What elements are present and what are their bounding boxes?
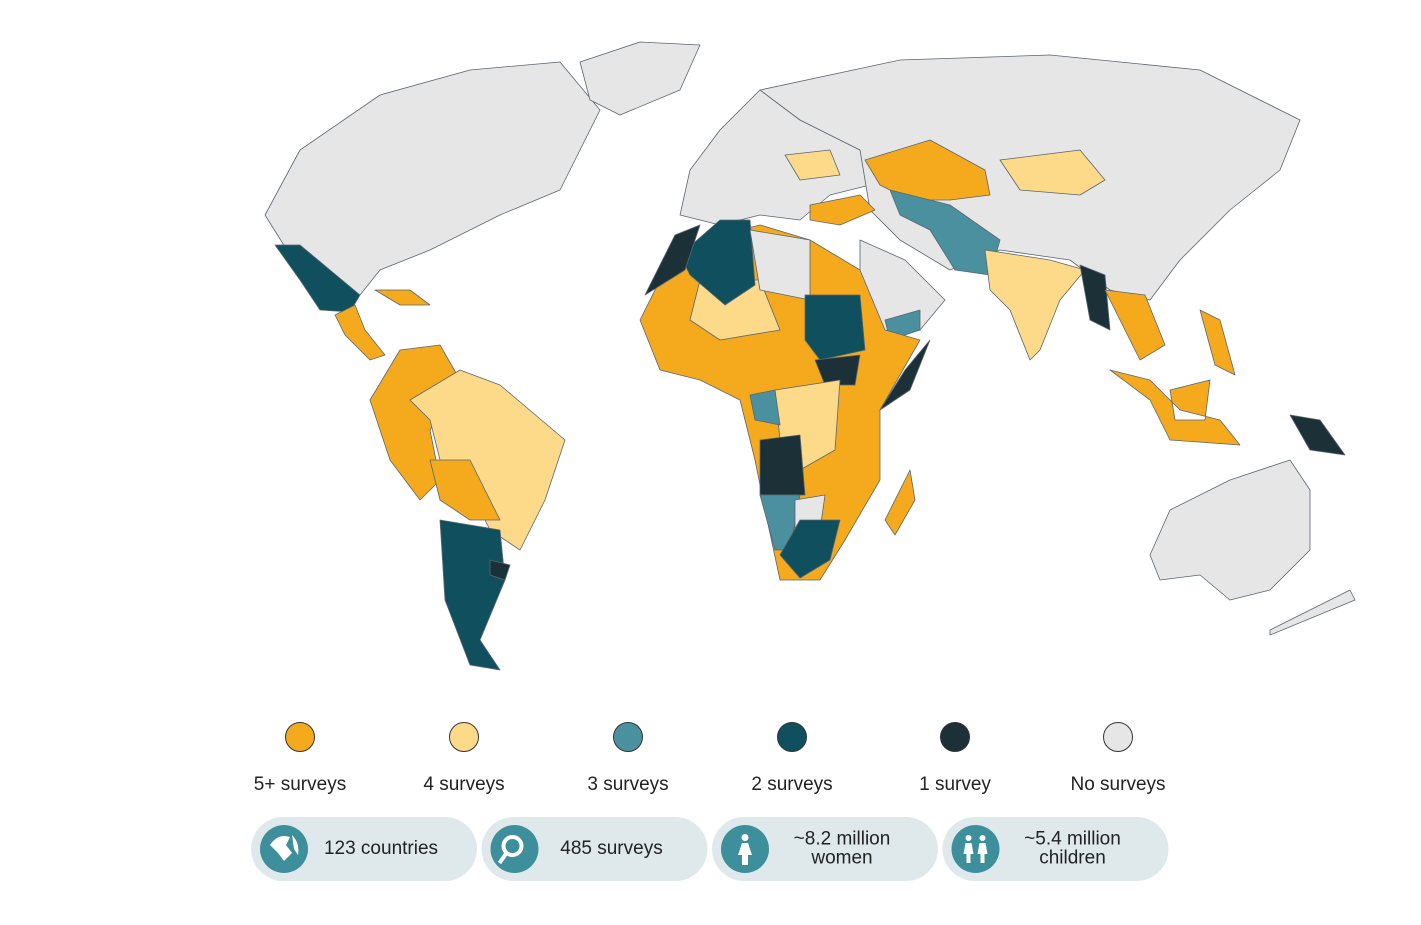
southeast-asia [1104, 289, 1166, 361]
stat-text: women [810, 848, 872, 869]
india [984, 249, 1086, 361]
legend: 5+ surveys 4 surveys 3 surveys 2 surveys 1 s… [254, 722, 1166, 795]
gabon [749, 389, 781, 426]
papua-new-guinea [1289, 414, 1346, 456]
greenland [579, 41, 701, 116]
caribbean [374, 289, 431, 306]
stat-icon-bg [490, 825, 539, 873]
stat-text: 123 countries [324, 838, 438, 859]
world-map [264, 41, 1356, 671]
philippines [1199, 309, 1236, 376]
legend-swatch [777, 722, 807, 752]
legend-label: 3 surveys [587, 774, 668, 795]
legend-swatch [449, 722, 479, 752]
legend-label: 4 surveys [423, 774, 504, 795]
stat-icon [738, 834, 752, 865]
somalia [879, 339, 931, 411]
indonesia [1109, 369, 1241, 446]
uruguay [489, 559, 511, 581]
stat-pill [942, 817, 1169, 881]
mexico [274, 244, 361, 313]
legend-label: 2 surveys [751, 774, 832, 795]
stat-icon [270, 835, 299, 861]
stat-pill [251, 817, 477, 881]
australia [1149, 459, 1311, 601]
stat-icon [497, 834, 524, 865]
south-africa [779, 519, 841, 579]
stat-text: ~5.4 million [1024, 829, 1121, 850]
argentina-chile [439, 519, 506, 671]
central-america [334, 304, 386, 361]
madagascar [884, 469, 916, 536]
legend-swatch [1103, 722, 1133, 752]
stats: 123 countries 485 surveys ~8.2 millionwome… [251, 817, 1169, 881]
kazakhstan [864, 139, 991, 201]
sudan [804, 294, 866, 361]
central-asia [889, 189, 1001, 276]
stat-text: children [1039, 848, 1106, 869]
myanmar [1079, 264, 1111, 331]
stat-icon-bg [951, 825, 1000, 873]
stat-text: ~8.2 million [794, 829, 891, 850]
mongolia [999, 149, 1106, 196]
legend-label: 5+ surveys [254, 774, 346, 795]
morocco [644, 224, 701, 296]
turkey [809, 194, 876, 226]
legend-label: 1 survey [919, 774, 991, 795]
legend-swatch [285, 722, 315, 752]
new-zealand [1269, 589, 1356, 636]
legend-swatch [940, 722, 970, 752]
legend-label: No surveys [1070, 774, 1165, 795]
brazil [409, 369, 566, 551]
angola [759, 434, 806, 496]
bolivia-paraguay [429, 459, 501, 521]
stat-icon [963, 835, 988, 863]
stat-pill [712, 817, 938, 881]
south-sudan [814, 354, 861, 386]
stat-text: 485 surveys [560, 838, 662, 859]
stat-pill [481, 817, 708, 881]
algeria [679, 219, 756, 306]
ukraine [784, 149, 841, 181]
legend-swatch [613, 722, 643, 752]
